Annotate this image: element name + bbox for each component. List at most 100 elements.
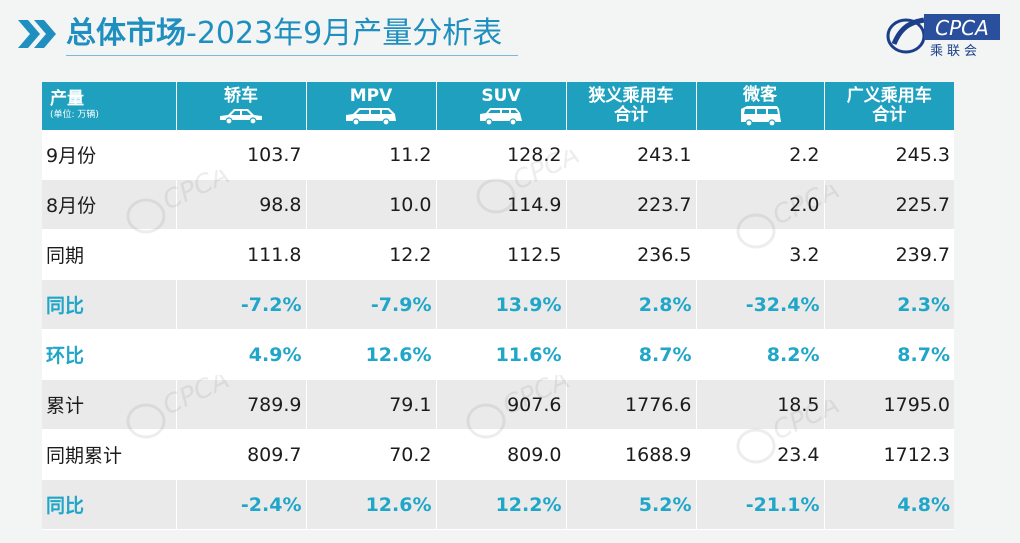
table-cell: 236.5 bbox=[566, 229, 697, 280]
watermark-text: CPCA bbox=[508, 150, 584, 196]
col-header-minibus: 微客 bbox=[696, 82, 825, 130]
table-cell: 79.1 bbox=[306, 379, 437, 430]
table-cell: 1712.3 bbox=[824, 429, 954, 480]
row-label: 8月份 bbox=[42, 179, 177, 230]
watermark-logo: CPCA bbox=[736, 400, 844, 464]
table-cell: 12.2 bbox=[306, 229, 437, 280]
table-cell: 103.7 bbox=[176, 130, 307, 180]
col-label-1: 广义乘用车 bbox=[846, 86, 932, 106]
table-row: 9月份 103.7 11.2 128.2 243.1 2.2 245.3 bbox=[42, 130, 954, 180]
col-header-sedan: 轿车 bbox=[176, 82, 307, 130]
table-cell: 4.8% bbox=[824, 479, 954, 530]
table-cell: 11.6% bbox=[436, 329, 567, 380]
table-cell: 245.3 bbox=[824, 130, 954, 180]
col-header-mpv: MPV bbox=[306, 82, 437, 130]
row-label: 同比 bbox=[42, 279, 177, 330]
watermark-logo: CPCA bbox=[736, 185, 844, 249]
corner-label: 产量 bbox=[50, 89, 84, 109]
row-label: 环比 bbox=[42, 329, 177, 380]
table-cell: 23.4 bbox=[696, 429, 825, 480]
row-label: 同期 bbox=[42, 229, 177, 280]
table-cell: -7.9% bbox=[306, 279, 437, 330]
col-label: 微客 bbox=[743, 85, 777, 105]
watermark-text: CPCA bbox=[158, 375, 234, 421]
table-cell: 8.7% bbox=[566, 329, 697, 380]
table-cell: 239.7 bbox=[824, 229, 954, 280]
table-cell: 11.2 bbox=[306, 130, 437, 180]
table-cell: 5.2% bbox=[566, 479, 697, 530]
production-table: 产量 (单位: 万辆) 轿车 MPV bbox=[42, 82, 954, 530]
cpca-logo: CPCA bbox=[886, 14, 1000, 54]
table-cell: 13.9% bbox=[436, 279, 567, 330]
col-header-broad-total: 广义乘用车 合计 bbox=[824, 82, 954, 130]
row-label: 同比 bbox=[42, 479, 177, 530]
sedan-icon bbox=[220, 109, 262, 125]
corner-unit: (单位: 万辆) bbox=[50, 110, 99, 120]
table-cell: 809.0 bbox=[436, 429, 567, 480]
table-cell: 12.6% bbox=[306, 329, 437, 380]
logo-cn: 乘联会 bbox=[930, 44, 982, 59]
table-cell: 98.8 bbox=[176, 179, 307, 230]
table-cell: 8.7% bbox=[824, 329, 954, 380]
watermark-logo: CPCA bbox=[126, 170, 234, 234]
double-chevron-icon bbox=[18, 20, 56, 48]
table-cell: 4.9% bbox=[176, 329, 307, 380]
col-label: MPV bbox=[349, 86, 393, 106]
col-label-2: 合计 bbox=[614, 105, 648, 125]
table-cell: -2.4% bbox=[176, 479, 307, 530]
watermark-logo: CPCA bbox=[466, 375, 574, 439]
table-cell: 907.6 bbox=[436, 379, 567, 430]
table-body: 9月份 103.7 11.2 128.2 243.1 2.2 245.3 8月份 98.8 10.… bbox=[42, 130, 954, 530]
watermark-text: CPCA bbox=[768, 185, 844, 231]
table-cell: 12.2% bbox=[436, 479, 567, 530]
table-row: 环比 4.9% 12.6% 11.6% 8.7% 8.2% 8.7% bbox=[42, 329, 954, 380]
title-bold: 总体市场 bbox=[66, 16, 186, 51]
table-cell: 789.9 bbox=[176, 379, 307, 430]
row-label: 9月份 bbox=[42, 130, 177, 180]
table-header-row: 产量 (单位: 万辆) 轿车 MPV bbox=[42, 82, 954, 130]
row-label: 累计 bbox=[42, 379, 177, 430]
col-header-suv: SUV bbox=[436, 82, 567, 130]
row-label: 同期累计 bbox=[42, 429, 177, 480]
title-rest: -2023年9月产量分析表 bbox=[186, 16, 503, 51]
col-label-1: 狭义乘用车 bbox=[588, 86, 674, 106]
table-cell: 1795.0 bbox=[824, 379, 954, 430]
table-cell: 114.9 bbox=[436, 179, 567, 230]
table-cell: 8.2% bbox=[696, 329, 825, 380]
table-cell: 18.5 bbox=[696, 379, 825, 430]
table-cell: 2.0 bbox=[696, 179, 825, 230]
title-underline bbox=[66, 55, 518, 56]
table-cell: 128.2 bbox=[436, 130, 567, 180]
table-cell: 10.0 bbox=[306, 179, 437, 230]
table-cell: 12.6% bbox=[306, 479, 437, 530]
page-title: 总体市场-2023年9月产量分析表 bbox=[66, 12, 502, 56]
watermark-text: CPCA bbox=[768, 400, 844, 446]
table-cell: 112.5 bbox=[436, 229, 567, 280]
table-cell: -21.1% bbox=[696, 479, 825, 530]
table-row: 同比 -2.4% 12.6% 12.2% 5.2% -21.1% 4.8% bbox=[42, 479, 954, 530]
table-row: 累计 789.9 79.1 907.6 1776.6 18.5 1795.0 bbox=[42, 379, 954, 430]
logo-text: CPCA bbox=[935, 16, 989, 40]
table-cell: -7.2% bbox=[176, 279, 307, 330]
minibus-icon bbox=[741, 106, 781, 127]
table-cell: 1776.6 bbox=[566, 379, 697, 430]
table-row: 同期累计 809.7 70.2 809.0 1688.9 23.4 1712.3 bbox=[42, 429, 954, 480]
watermark-text: CPCA bbox=[158, 170, 234, 216]
table-cell: 70.2 bbox=[306, 429, 437, 480]
table-cell: 2.8% bbox=[566, 279, 697, 330]
watermark-text: CPCA bbox=[498, 375, 574, 421]
table-cell: 225.7 bbox=[824, 179, 954, 230]
watermark-logo: CPCA bbox=[476, 150, 584, 214]
table-row: 同比 -7.2% -7.9% 13.9% 2.8% -32.4% 2.3% bbox=[42, 279, 954, 330]
table-cell: 243.1 bbox=[566, 130, 697, 180]
mpv-icon bbox=[346, 108, 396, 126]
col-header-narrow-total: 狭义乘用车 合计 bbox=[566, 82, 697, 130]
table-cell: 111.8 bbox=[176, 229, 307, 280]
table-cell: 3.2 bbox=[696, 229, 825, 280]
table-cell: 2.2 bbox=[696, 130, 825, 180]
table-row: 8月份 98.8 10.0 114.9 223.7 2.0 225.7 bbox=[42, 179, 954, 230]
col-label: 轿车 bbox=[224, 86, 258, 106]
col-label-2: 合计 bbox=[872, 105, 907, 125]
table-row: 同期 111.8 12.2 112.5 236.5 3.2 239.7 bbox=[42, 229, 954, 280]
suv-icon bbox=[480, 108, 522, 126]
